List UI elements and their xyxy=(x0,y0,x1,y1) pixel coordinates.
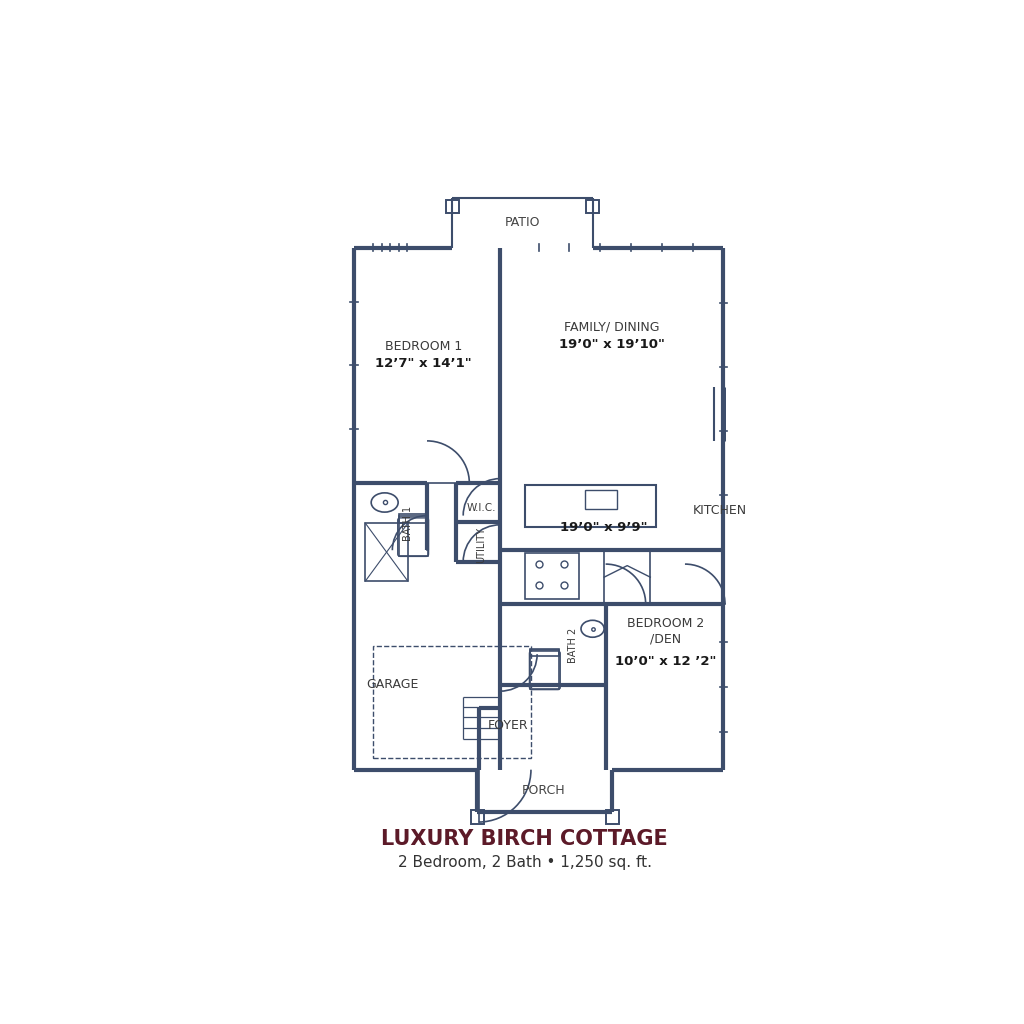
Text: GARAGE: GARAGE xyxy=(367,679,419,691)
Text: PORCH: PORCH xyxy=(522,784,566,797)
Text: BEDROOM 1: BEDROOM 1 xyxy=(385,340,462,352)
Bar xyxy=(398,515,428,556)
Bar xyxy=(524,553,579,599)
Bar xyxy=(530,650,559,689)
Text: BATH 2: BATH 2 xyxy=(567,628,578,663)
Text: KITCHEN: KITCHEN xyxy=(692,504,746,517)
Bar xyxy=(530,649,559,656)
Bar xyxy=(605,810,618,823)
Bar xyxy=(398,514,428,523)
Text: PATIO: PATIO xyxy=(505,216,541,229)
Text: LUXURY BIRCH COTTAGE: LUXURY BIRCH COTTAGE xyxy=(381,829,669,849)
Bar xyxy=(585,490,617,509)
Bar xyxy=(471,810,484,823)
Bar xyxy=(446,200,460,213)
Text: 10’0" x 12 ’2": 10’0" x 12 ’2" xyxy=(615,655,717,669)
Bar xyxy=(366,523,408,581)
Text: BATH 1: BATH 1 xyxy=(402,506,413,541)
Bar xyxy=(604,550,650,602)
Text: FOYER: FOYER xyxy=(487,719,528,732)
Text: W.I.C.: W.I.C. xyxy=(466,503,496,513)
Text: UTILITY: UTILITY xyxy=(476,526,486,563)
Bar xyxy=(587,200,599,213)
Text: 2 Bedroom, 2 Bath • 1,250 sq. ft.: 2 Bedroom, 2 Bath • 1,250 sq. ft. xyxy=(397,855,652,869)
Text: FAMILY/ DINING: FAMILY/ DINING xyxy=(564,321,659,334)
Text: 19’0" x 9’9": 19’0" x 9’9" xyxy=(560,520,648,534)
Bar xyxy=(524,484,655,527)
Bar xyxy=(373,646,531,758)
Text: BEDROOM 2
/DEN: BEDROOM 2 /DEN xyxy=(627,617,705,645)
Text: 19’0" x 19’10": 19’0" x 19’10" xyxy=(559,338,665,351)
Text: 12’7" x 14’1": 12’7" x 14’1" xyxy=(375,356,471,370)
